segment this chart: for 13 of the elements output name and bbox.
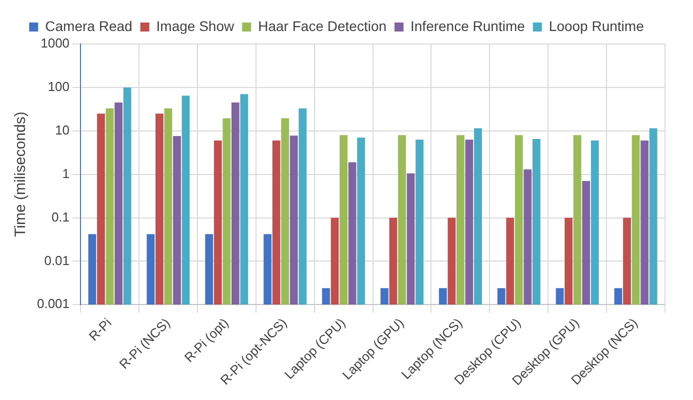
legend-label: Camera Read [45,18,132,34]
y-tick-label: 0.001 [36,296,70,312]
y-tick-label: 1 [62,166,70,181]
legend-label: Looop Runtime [548,18,644,34]
y-tick-label: 100 [48,79,70,94]
y-tick-label: 0.1 [51,209,70,224]
y-tick-label: 10 [55,122,70,138]
y-tick-label: 1000 [40,36,70,51]
y-axis-title: Time (miliseconds) [12,112,30,237]
legend-label: Image Show [156,18,236,34]
legend-label: Haar Face Detection [258,18,387,34]
legend-label: Inference Runtime [410,18,526,34]
y-tick-label: 0.01 [44,252,70,268]
